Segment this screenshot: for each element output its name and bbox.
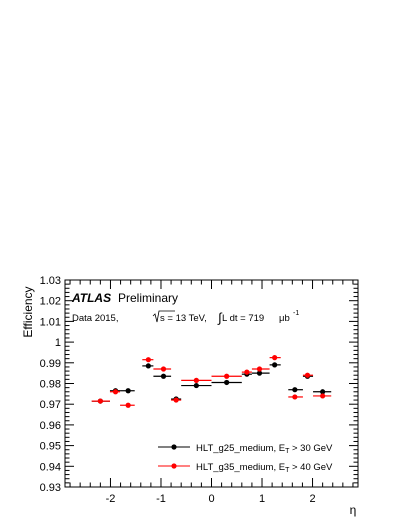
data-point [269, 362, 281, 368]
legend-marker-g35 [171, 463, 177, 469]
legend-label-g35: HLT_g35_medium, ET > 40 GeV [196, 462, 333, 474]
lumi-unit: μb [279, 313, 290, 324]
lumi-unit-exponent: -1 [293, 310, 299, 317]
data-marker [160, 373, 167, 379]
data-point [142, 363, 154, 369]
data-marker [272, 362, 278, 368]
data-point [142, 357, 154, 363]
y-tick-label: 0.96 [40, 420, 61, 432]
legend-entry-g25: HLT_g25_medium, ET > 30 GeV [158, 443, 333, 455]
data-point [251, 366, 270, 372]
y-tick-label: 1 [55, 337, 61, 349]
legend-label-g25: HLT_g25_medium, ET > 30 GeV [196, 443, 333, 455]
data-point [153, 366, 172, 372]
data-point [313, 393, 332, 399]
y-tick-label: 1.01 [40, 316, 61, 328]
lumi-text: L dt = 719 [222, 313, 264, 324]
legend-marker-g25 [171, 444, 177, 450]
data-marks [91, 355, 332, 408]
preliminary-label: Preliminary [118, 291, 178, 305]
data-marker [292, 387, 298, 393]
data-marker [292, 394, 298, 400]
run-info: Data 2015, s = 13 TeV, ∫ L dt = 719 μb -… [72, 310, 299, 325]
data-point [91, 398, 110, 404]
series-1 [91, 355, 332, 408]
x-tick-label: -1 [156, 493, 166, 505]
x-tick-label: 2 [309, 493, 315, 505]
y-tick-label: 0.98 [40, 379, 61, 391]
data-point [211, 379, 242, 386]
data-marker [193, 382, 199, 389]
data-marker [125, 402, 131, 408]
y-tick-label: 1.02 [40, 296, 61, 308]
run-info-prefix: Data 2015, [72, 313, 118, 324]
data-marker [320, 389, 326, 395]
data-marker [145, 363, 151, 369]
data-marker [112, 389, 119, 395]
x-axis-title: η [350, 503, 357, 517]
data-point [181, 382, 212, 389]
data-point [153, 373, 172, 379]
sqrt-symbol [152, 310, 175, 323]
data-point [313, 389, 332, 395]
data-marker [193, 377, 199, 383]
data-point [120, 388, 135, 394]
axes: -2 -1 0 1 2 0.93 0.94 0.95 0.96 0.97 0.98 0.99 1 1.01… [40, 275, 359, 505]
data-marker [224, 373, 230, 379]
data-marker [224, 379, 230, 386]
data-marker [304, 372, 311, 378]
data-marker [97, 398, 103, 404]
data-point [109, 389, 121, 395]
x-tick-label: 0 [208, 493, 214, 505]
data-marker [173, 397, 179, 403]
data-point [241, 369, 252, 375]
integral-symbol: ∫ [217, 310, 223, 325]
data-marker [320, 393, 326, 399]
legend: HLT_g25_medium, ET > 30 GeV HLT_g35_medi… [158, 443, 333, 474]
data-marker [160, 366, 167, 372]
y-tick-label: 1.03 [40, 275, 61, 287]
data-point [211, 373, 242, 379]
y-axis-title: Efficiency [21, 286, 35, 337]
x-tick-label: 1 [259, 493, 265, 505]
y-tick-label: 0.99 [40, 358, 61, 370]
data-point [251, 370, 270, 376]
y-tick-label: 0.95 [40, 441, 61, 453]
data-marker [272, 355, 278, 361]
run-info-text: Data 2015, [72, 313, 118, 324]
data-point [288, 387, 303, 393]
data-marker [145, 357, 151, 363]
data-marker [244, 369, 250, 375]
x-tick-label: -2 [106, 493, 116, 505]
data-marker [125, 388, 131, 394]
sqrt-s-text: s = 13 TeV, [160, 313, 207, 324]
data-marker [256, 366, 263, 372]
y-tick-label: 0.97 [40, 399, 61, 411]
data-point [181, 377, 212, 383]
y-tick-label: 0.94 [40, 461, 61, 473]
data-point [302, 372, 314, 378]
y-tick-label: 0.93 [40, 482, 61, 494]
data-marker [256, 370, 263, 376]
atlas-label: ATLAS [71, 291, 111, 305]
data-point [288, 394, 303, 400]
data-point [120, 402, 135, 408]
legend-entry-g35: HLT_g35_medium, ET > 40 GeV [158, 462, 333, 474]
data-point [269, 355, 281, 361]
data-point [171, 397, 182, 403]
